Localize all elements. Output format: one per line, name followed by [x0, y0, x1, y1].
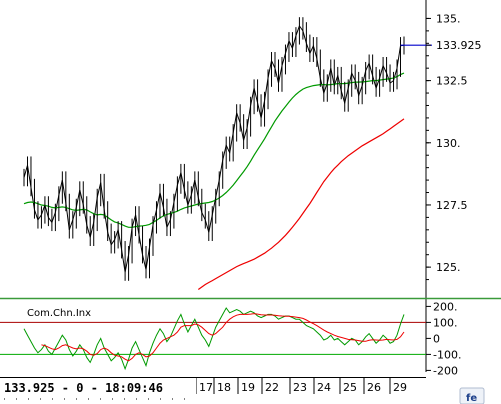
date-label: 19: [241, 381, 255, 394]
price-tick-label: 130.: [436, 137, 461, 150]
date-label: 17: [199, 381, 213, 394]
indicator-tick-label: -100.: [433, 348, 461, 361]
indicator-tick-label: 0: [433, 332, 440, 345]
date-label: 24: [317, 381, 331, 394]
logo-icon: fe: [459, 387, 485, 404]
indicator-series-group: [23, 307, 405, 371]
last-value-marker: 133.925: [400, 39, 482, 52]
price-tick-label: 127.5: [436, 199, 468, 212]
indicator-average-line: [41, 313, 405, 362]
date-label: 18: [217, 381, 231, 394]
indicator-line: [23, 307, 405, 371]
indicator-y-ticks: 200. 100. 0 -100. -200: [426, 300, 461, 377]
indicator-reference-lines: [0, 321, 426, 355]
price-tick-label: 135.: [436, 12, 461, 25]
price-tick-label: 132.5: [436, 75, 468, 88]
status-background: [0, 378, 196, 395]
date-label: 22: [265, 381, 279, 394]
price-line: [23, 24, 405, 273]
date-label: 26: [367, 381, 381, 394]
indicator-tick-label: 200.: [433, 300, 458, 313]
indicator-tick-label: -200: [433, 364, 458, 377]
date-label: 29: [393, 381, 407, 394]
price-series-group: [23, 17, 405, 290]
short-average-line: [23, 72, 405, 228]
price-panel: 135. 132.5 130. 127.5 125. 133.925: [23, 0, 482, 300]
indicator-tick-label: 100.: [433, 316, 458, 329]
price-y-ticks: 135. 132.5 130. 127.5 125.: [426, 12, 468, 281]
date-label: 25: [343, 381, 357, 394]
long-average-line: [197, 118, 405, 290]
date-axis: 17 18 19 22 23 24 25 26 29: [195, 378, 407, 394]
price-tick-label: 125.: [436, 261, 461, 274]
status-text: 133.925 - 0 - 18:09:46: [4, 381, 163, 395]
last-price-label: 133.925: [436, 39, 482, 52]
date-label: 23: [293, 381, 307, 394]
indicator-label: Com.Chn.Inx: [27, 308, 91, 319]
indicator-panel: Com.Chn.Inx 200. 100. 0 -100. -200: [0, 300, 461, 377]
svg-text:fe: fe: [466, 393, 477, 404]
